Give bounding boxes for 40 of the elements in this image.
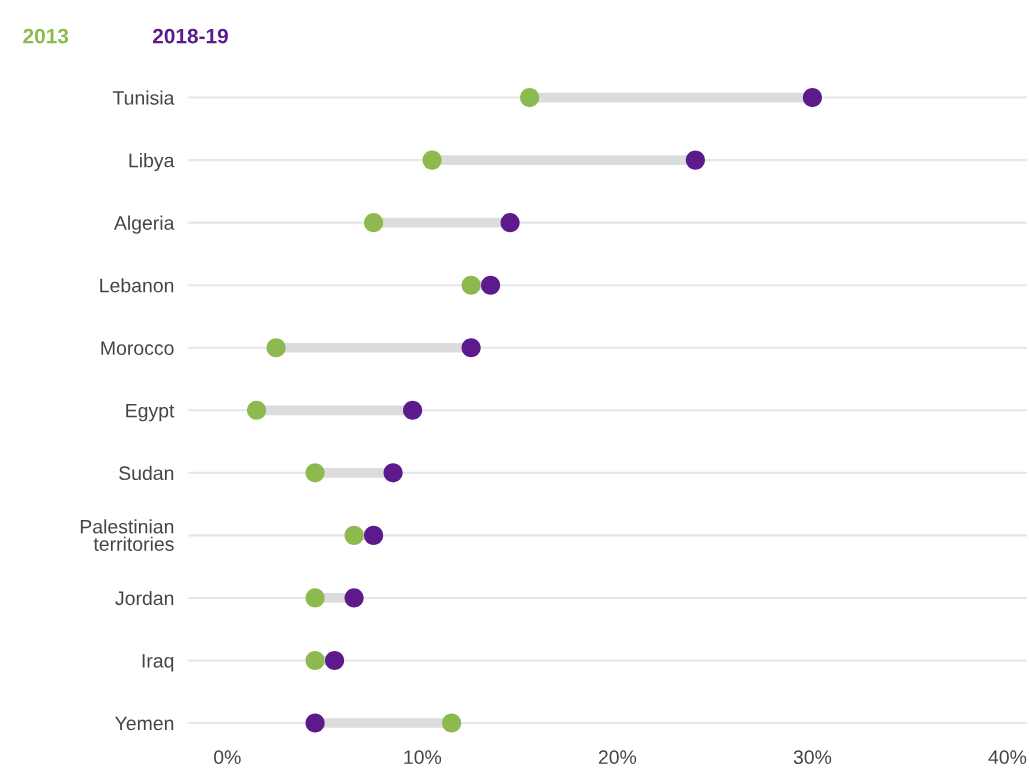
y-tick-label: Lebanon xyxy=(100,278,174,293)
y-tick-label: Sudan xyxy=(119,465,174,481)
x-tick-label: 10% xyxy=(404,750,442,765)
point xyxy=(500,213,520,233)
point xyxy=(685,150,705,170)
point xyxy=(802,88,822,108)
point xyxy=(442,713,462,733)
point xyxy=(305,463,325,483)
text: 2018-19 xyxy=(152,28,228,44)
x-tick-label: 20% xyxy=(598,750,637,765)
y-tick-label: Egypt xyxy=(126,403,175,422)
y-tick-label: Iraq xyxy=(142,654,174,672)
point xyxy=(305,713,325,733)
y-tick-label: Yemen xyxy=(115,716,174,731)
point xyxy=(325,650,345,671)
point xyxy=(461,338,481,358)
point xyxy=(247,400,267,420)
y-tick-label: Tunisia xyxy=(112,90,175,105)
text: 2013 xyxy=(23,28,69,44)
y-tick-label: Jordan xyxy=(115,590,174,606)
point xyxy=(266,338,286,358)
point xyxy=(422,150,442,170)
y-tick-label: Libya xyxy=(129,153,175,172)
point xyxy=(461,275,481,295)
y-tick-label: Morocco xyxy=(101,341,174,355)
point xyxy=(364,525,384,545)
y-tick-label: Algeria xyxy=(113,215,175,234)
point xyxy=(403,400,423,420)
point xyxy=(481,275,501,295)
x-tick-label: 30% xyxy=(793,750,832,765)
point xyxy=(383,463,403,483)
point xyxy=(364,213,384,233)
point xyxy=(305,650,325,671)
point xyxy=(344,525,364,545)
x-tick-label: 0% xyxy=(214,750,241,765)
point xyxy=(344,588,364,608)
point xyxy=(305,588,325,608)
y-tick-label: Palestinian territories xyxy=(80,519,174,551)
point xyxy=(520,88,540,108)
x-tick-label: 40% xyxy=(988,750,1027,765)
